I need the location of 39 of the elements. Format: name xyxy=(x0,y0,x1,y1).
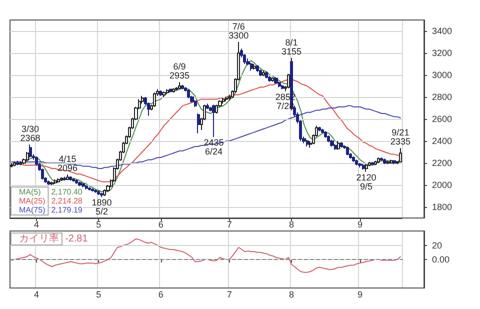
y-tick-label: 2600 xyxy=(432,114,452,124)
x-tick-label: 8 xyxy=(289,220,294,230)
x-tick-label: 4 xyxy=(34,220,39,230)
x-tick-label: 7 xyxy=(226,220,232,230)
y-tick-label: 3000 xyxy=(432,70,452,80)
x-tick-label: 5 xyxy=(96,290,102,300)
annotation: 9/21 2335 xyxy=(390,128,410,147)
y-tick-label: 0.00 xyxy=(432,254,450,264)
text: MA(75) xyxy=(19,206,46,214)
x-tick-label: 6 xyxy=(158,290,164,300)
annotation: 2120 9/5 xyxy=(356,172,376,192)
x-tick-label: 9 xyxy=(357,220,363,230)
x-tick-label: 8 xyxy=(289,290,294,300)
y-tick-label: 2000 xyxy=(432,180,452,190)
x-tick-label: 6 xyxy=(158,220,164,230)
annotation: 7/6 3300 xyxy=(228,22,249,40)
x-tick-label: 7 xyxy=(226,290,232,300)
series-label: カイリ率 xyxy=(19,232,59,244)
x-tick-label: 5 xyxy=(96,220,102,230)
y-tick-label: 20 xyxy=(432,240,442,250)
y-tick-label: 1800 xyxy=(432,202,452,212)
x-tick-label: 4 xyxy=(34,290,39,300)
y-tick-label: 3200 xyxy=(432,48,452,58)
y-tick-label: 2200 xyxy=(432,158,452,168)
y-tick-label: 2400 xyxy=(432,136,452,146)
text: MA(25) xyxy=(19,196,46,206)
annotation: 3/30 2368 xyxy=(20,124,40,144)
annotation: 2,170.40 xyxy=(51,188,83,196)
annotation: 2,214.28 xyxy=(51,196,83,206)
annotation: -2.81 xyxy=(65,234,88,244)
x-tick-label: 9 xyxy=(357,290,363,300)
annotation: 2,179.19 xyxy=(51,206,83,214)
annotation: 4/15 2096 xyxy=(58,154,78,173)
y-tick-label: 2800 xyxy=(432,92,452,102)
y-tick-label: 3400 xyxy=(432,26,452,36)
annotation: 8/1 3155 xyxy=(282,37,302,56)
annotation: 1890 5/2 xyxy=(92,198,112,217)
annotation: 6/9 2935 xyxy=(170,62,190,81)
series-label: MA(5) xyxy=(19,188,42,196)
